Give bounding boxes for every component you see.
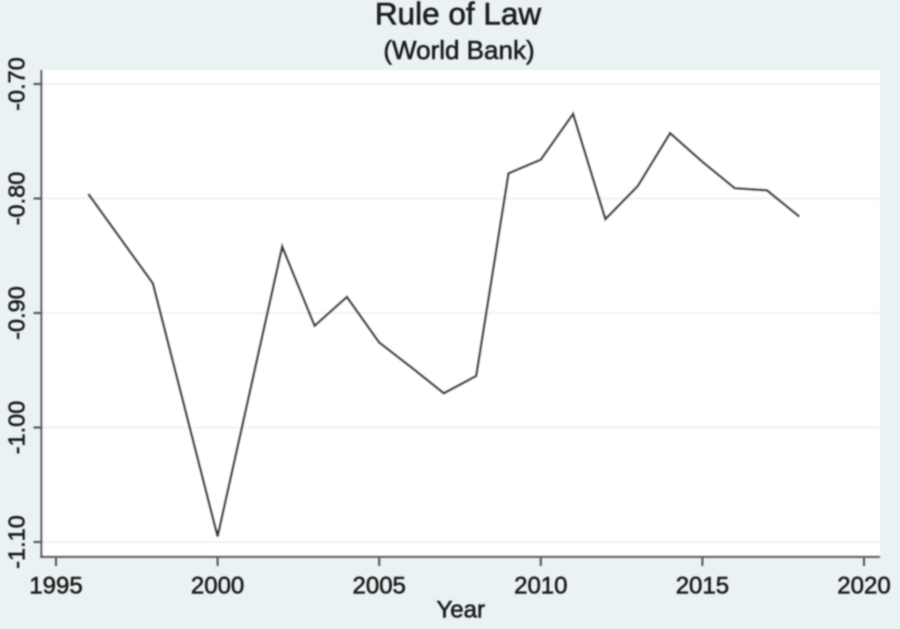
svg-text:-0.80: -0.80	[4, 172, 30, 226]
svg-text:-0.70: -0.70	[4, 57, 30, 111]
svg-text:2000: 2000	[191, 573, 244, 600]
svg-text:Rule of Law: Rule of Law	[375, 0, 542, 32]
svg-text:Year: Year	[436, 597, 485, 624]
svg-text:2005: 2005	[353, 573, 406, 600]
svg-text:-0.90: -0.90	[4, 286, 30, 340]
svg-text:1995: 1995	[29, 573, 82, 600]
svg-text:-1.00: -1.00	[4, 401, 30, 455]
svg-text:(World Bank): (World Bank)	[383, 35, 534, 65]
svg-text:2010: 2010	[514, 573, 567, 600]
svg-text:2015: 2015	[676, 573, 729, 600]
svg-text:2020: 2020	[837, 573, 890, 600]
svg-text:-1.10: -1.10	[4, 515, 30, 569]
